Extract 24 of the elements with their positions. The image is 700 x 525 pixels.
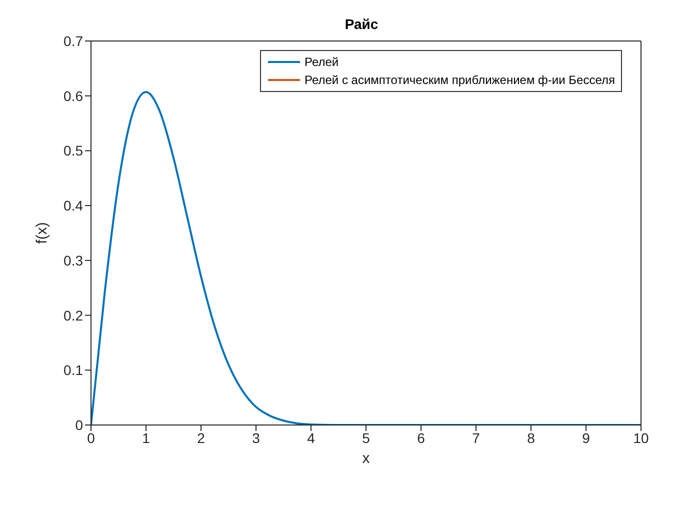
y-tick-label: 0.7	[64, 32, 84, 49]
y-tick-label: 0.6	[64, 88, 84, 104]
x-tick-label: 0	[87, 430, 96, 446]
y-axis-title: f(x)	[33, 222, 50, 244]
chart-title: Райс	[344, 16, 380, 32]
y-tick-label: 0	[75, 416, 84, 433]
legend-label: Релей с асимптотическим приближением ф-ии Бесселя	[304, 73, 615, 87]
x-tick-label: 6	[417, 430, 426, 446]
x-axis-title: x	[362, 450, 370, 467]
x-tick-label: 7	[472, 430, 480, 446]
x-tick-label: 2	[197, 430, 206, 446]
y-tick-label: 0.4	[64, 198, 84, 214]
x-tick-label: 4	[307, 430, 316, 446]
x-tick-label: 8	[527, 430, 536, 446]
y-tick-label: 0.5	[64, 142, 84, 159]
x-tick-label: 9	[582, 430, 590, 446]
y-tick-label: 0.2	[64, 307, 84, 324]
legend-label: Релей	[304, 55, 339, 69]
y-tick-label: 0.3	[64, 252, 84, 268]
x-tick-label: 3	[252, 430, 260, 446]
x-tick-label: 10	[633, 430, 649, 446]
x-tick-label: 1	[142, 430, 150, 446]
x-tick-label: 5	[362, 430, 370, 446]
y-tick-label: 0.1	[64, 362, 84, 378]
